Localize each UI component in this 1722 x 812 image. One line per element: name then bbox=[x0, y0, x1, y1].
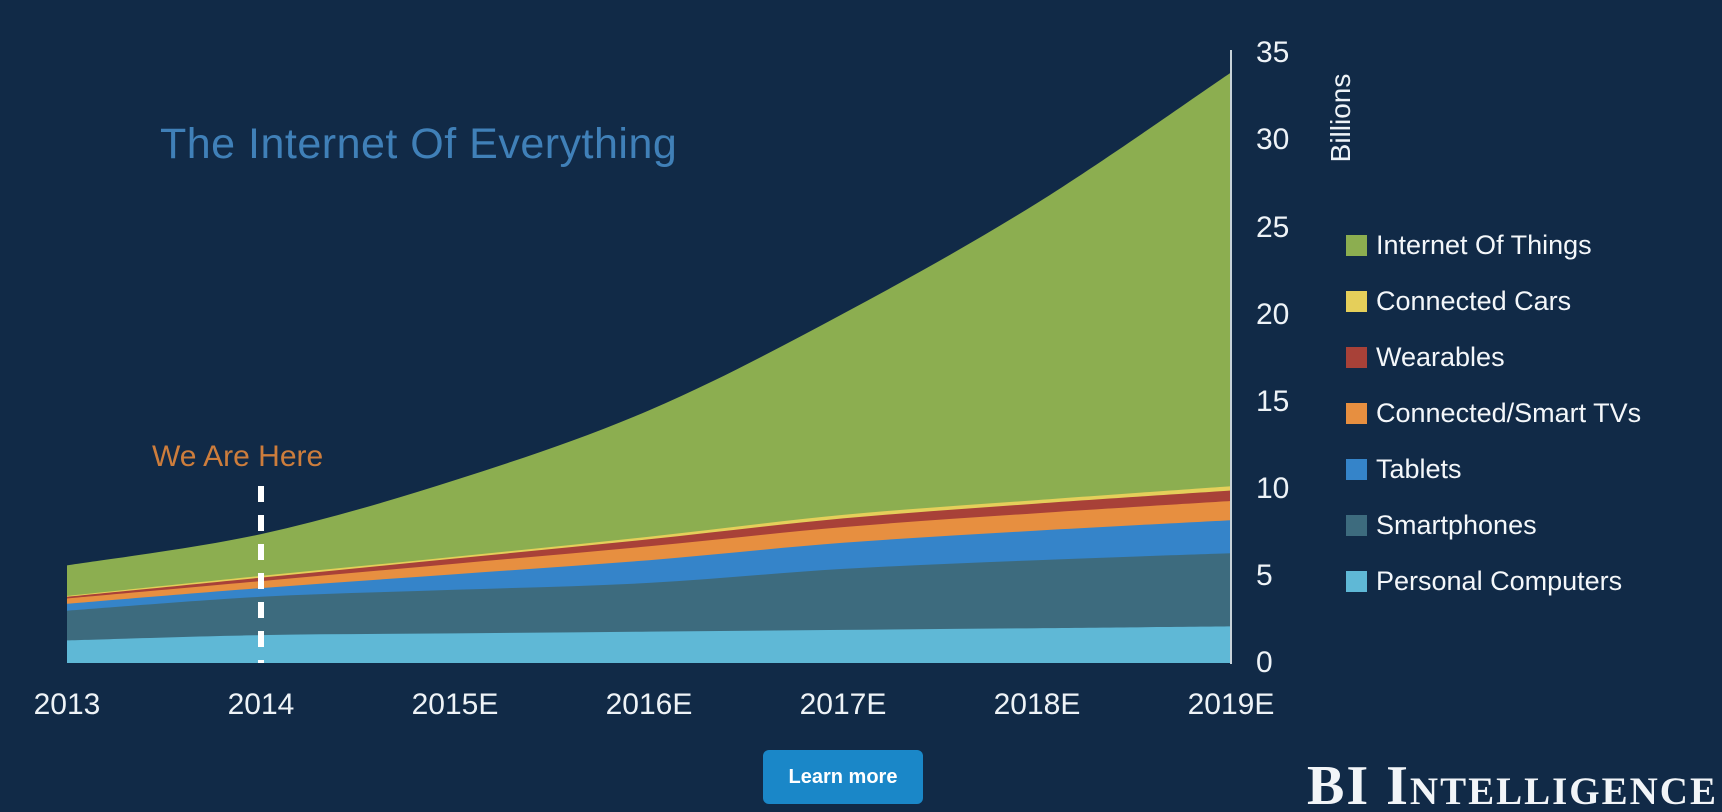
legend-label-personal-computers: Personal Computers bbox=[1376, 565, 1623, 596]
y-tick-label-10: 10 bbox=[1256, 471, 1290, 505]
y-tick-label-5: 5 bbox=[1256, 558, 1273, 592]
x-label-2017e: 2017E bbox=[799, 688, 887, 721]
y-tick-label-20: 20 bbox=[1256, 297, 1290, 331]
legend-swatch-personal-computers bbox=[1346, 570, 1367, 592]
legend-swatch-wearables bbox=[1346, 346, 1367, 368]
legend-label-wearables: Wearables bbox=[1376, 341, 1505, 372]
y-tick-label-15: 15 bbox=[1256, 384, 1290, 418]
legend-label-connected-smart-tvs: Connected/Smart TVs bbox=[1376, 397, 1642, 428]
legend-item-connected-cars: Connected Cars bbox=[1346, 284, 1641, 318]
x-label-2019e: 2019E bbox=[1187, 688, 1275, 721]
y-tick-label-0: 0 bbox=[1256, 646, 1273, 679]
legend-swatch-tablets bbox=[1346, 458, 1367, 480]
x-label-2014: 2014 bbox=[227, 688, 295, 721]
legend-label-tablets: Tablets bbox=[1376, 453, 1462, 484]
legend-swatch-connected-cars bbox=[1346, 290, 1367, 312]
legend-swatch-internet-of-things bbox=[1346, 234, 1367, 256]
legend-label-smartphones: Smartphones bbox=[1376, 509, 1537, 540]
legend-label-internet-of-things: Internet Of Things bbox=[1376, 229, 1592, 260]
x-label-2016e: 2016E bbox=[605, 688, 693, 721]
y-tick-label-25: 25 bbox=[1256, 210, 1290, 244]
legend-item-smartphones: Smartphones bbox=[1346, 508, 1641, 542]
chart-legend: Internet Of Things Connected Cars Wearable… bbox=[1346, 228, 1641, 620]
learn-more-button[interactable]: Learn more bbox=[763, 750, 923, 804]
brand-logo: BI Intelligence bbox=[1306, 755, 1718, 812]
legend-item-tablets: Tablets bbox=[1346, 452, 1641, 486]
series-area-personal-computers bbox=[67, 626, 1231, 663]
y-axis-unit-label: Billions bbox=[1325, 73, 1356, 163]
legend-swatch-connected-smart-tvs bbox=[1346, 402, 1367, 424]
legend-label-connected-cars: Connected Cars bbox=[1376, 285, 1572, 316]
legend-swatch-smartphones bbox=[1346, 514, 1367, 536]
legend-item-personal-computers: Personal Computers bbox=[1346, 564, 1641, 598]
y-tick-label-30: 30 bbox=[1256, 123, 1290, 157]
chart-title: The Internet Of Everything bbox=[160, 120, 678, 168]
x-label-2013: 2013 bbox=[33, 688, 101, 721]
we-are-here-annotation: We Are Here bbox=[152, 440, 324, 473]
x-label-2018e: 2018E bbox=[993, 688, 1081, 721]
legend-item-connected-smart-tvs: Connected/Smart TVs bbox=[1346, 396, 1641, 430]
x-label-2015e: 2015E bbox=[411, 688, 499, 721]
y-tick-label-35: 35 bbox=[1256, 36, 1290, 70]
legend-item-internet-of-things: Internet Of Things bbox=[1346, 228, 1641, 262]
legend-item-wearables: Wearables bbox=[1346, 340, 1641, 374]
